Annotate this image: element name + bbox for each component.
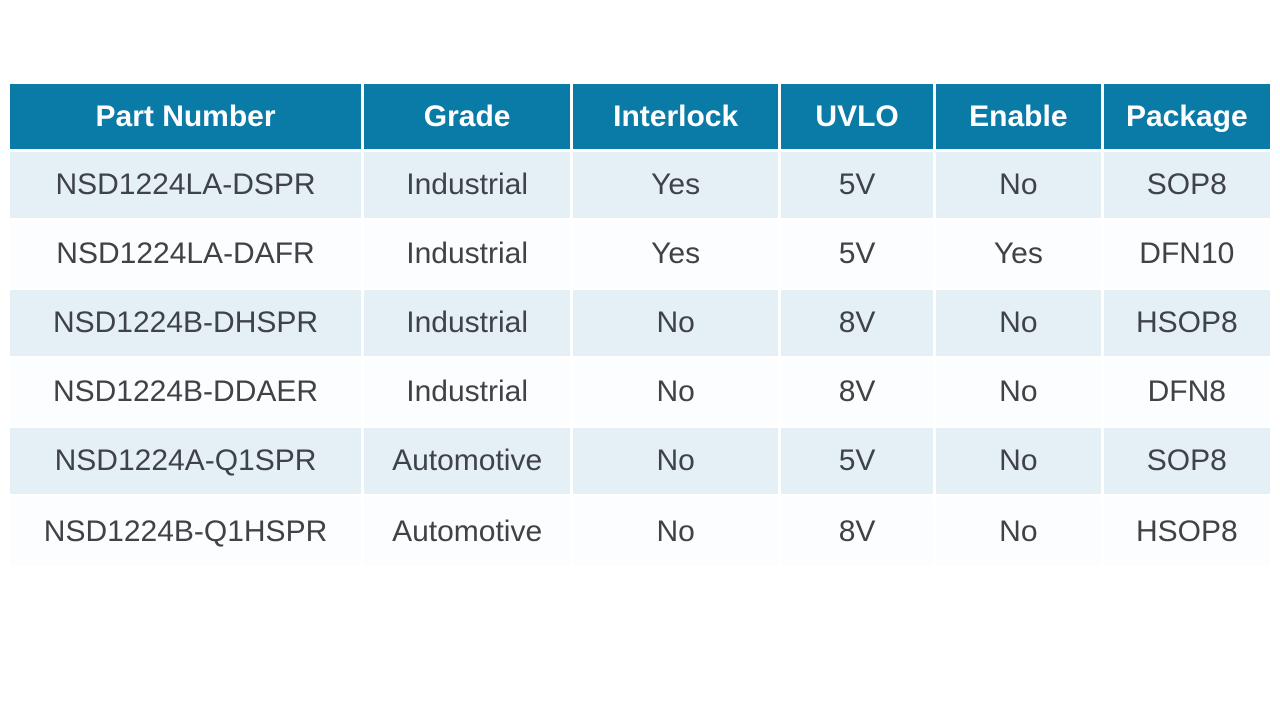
table-cell-uvlo: 8V <box>781 359 937 428</box>
table-cell-part-number: NSD1224B-DDAER <box>10 359 365 428</box>
table-cell-enable: No <box>936 152 1104 221</box>
table-row: NSD1224B-DDAER Industrial No 8V No DFN8 <box>10 359 1270 428</box>
table-cell-grade: Industrial <box>364 221 574 290</box>
column-header-uvlo: UVLO <box>781 84 937 152</box>
table-body: NSD1224LA-DSPR Industrial Yes 5V No SOP8 NSD12… <box>10 152 1270 566</box>
table-cell-package: HSOP8 <box>1103 497 1270 566</box>
table-cell-grade: Automotive <box>364 428 574 497</box>
table-cell-grade: Industrial <box>364 290 574 359</box>
table-cell-interlock: No <box>573 290 782 359</box>
table-cell-interlock: Yes <box>573 221 782 290</box>
table-cell-interlock: No <box>573 428 782 497</box>
table-cell-part-number: NSD1224B-DHSPR <box>10 290 365 359</box>
table-cell-uvlo: 8V <box>781 497 937 566</box>
table-cell-grade: Industrial <box>364 152 574 221</box>
table-row: NSD1224B-DHSPR Industrial No 8V No HSOP8 <box>10 290 1270 359</box>
table-cell-uvlo: 5V <box>781 428 937 497</box>
column-header-package: Package <box>1103 84 1270 152</box>
table-cell-package: DFN10 <box>1103 221 1270 290</box>
column-header-grade: Grade <box>364 84 574 152</box>
table-cell-grade: Industrial <box>364 359 574 428</box>
table-cell-package: SOP8 <box>1103 152 1270 221</box>
table-cell-package: SOP8 <box>1103 428 1270 497</box>
column-header-enable: Enable <box>936 84 1104 152</box>
column-header-interlock: Interlock <box>573 84 782 152</box>
table-cell-uvlo: 8V <box>781 290 937 359</box>
table-cell-interlock: No <box>573 497 782 566</box>
table-cell-enable: Yes <box>936 221 1104 290</box>
table-row: NSD1224A-Q1SPR Automotive No 5V No SOP8 <box>10 428 1270 497</box>
table-cell-interlock: No <box>573 359 782 428</box>
table-cell-package: DFN8 <box>1103 359 1270 428</box>
table-cell-enable: No <box>936 359 1104 428</box>
table-header-row: Part Number Grade Interlock UVLO Enable … <box>10 84 1270 152</box>
table-cell-part-number: NSD1224LA-DSPR <box>10 152 365 221</box>
table-cell-part-number: NSD1224A-Q1SPR <box>10 428 365 497</box>
table-cell-enable: No <box>936 290 1104 359</box>
table-cell-part-number: NSD1224LA-DAFR <box>10 221 365 290</box>
table-row: NSD1224LA-DSPR Industrial Yes 5V No SOP8 <box>10 152 1270 221</box>
table-cell-part-number: NSD1224B-Q1HSPR <box>10 497 365 566</box>
table-cell-uvlo: 5V <box>781 221 937 290</box>
table-cell-interlock: Yes <box>573 152 782 221</box>
table-cell-enable: No <box>936 428 1104 497</box>
table-cell-package: HSOP8 <box>1103 290 1270 359</box>
table-cell-grade: Automotive <box>364 497 574 566</box>
table-row: NSD1224B-Q1HSPR Automotive No 8V No HSOP8 <box>10 497 1270 566</box>
table-row: NSD1224LA-DAFR Industrial Yes 5V Yes DFN10 <box>10 221 1270 290</box>
table-cell-enable: No <box>936 497 1104 566</box>
column-header-part-number: Part Number <box>10 84 365 152</box>
product-selection-table: Part Number Grade Interlock UVLO Enable … <box>10 84 1270 566</box>
table-cell-uvlo: 5V <box>781 152 937 221</box>
